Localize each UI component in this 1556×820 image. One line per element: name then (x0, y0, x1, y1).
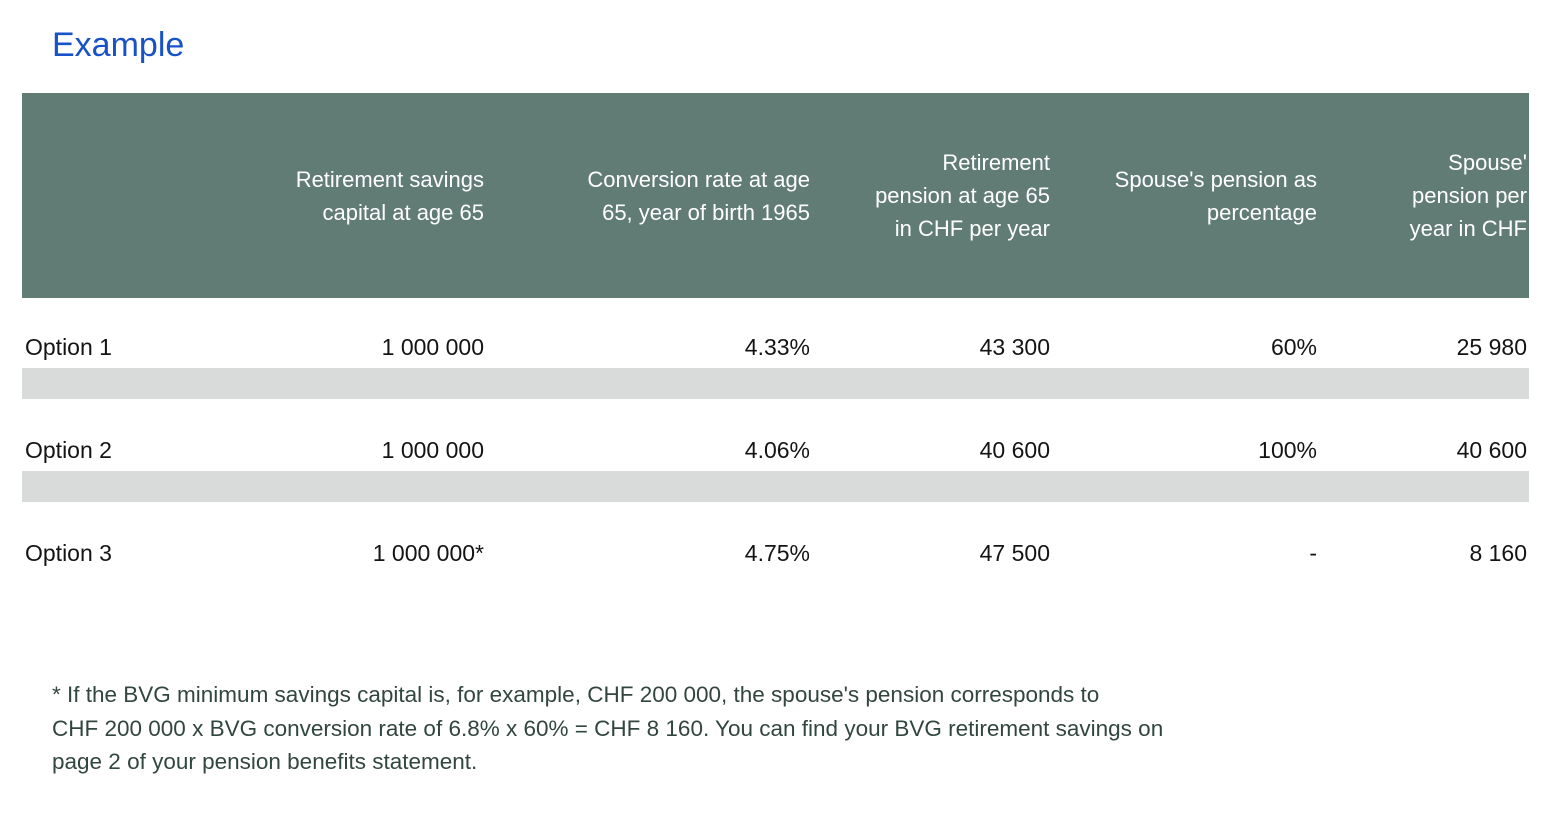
row-spacer (22, 368, 1529, 399)
capital-value: 1 000 000 (381, 334, 484, 360)
header-spouse-pension-per-year: Spouse' pension per year in CHF (1409, 150, 1527, 241)
header-conversion-rate: Conversion rate at age 65, year of birth… (587, 166, 810, 225)
spouse-percentage-value: 60% (1270, 334, 1317, 360)
spouse-pension-value: 8 160 (1469, 540, 1527, 566)
pension-value: 47 500 (979, 540, 1050, 566)
capital-value: 1 000 000 (381, 437, 484, 463)
table-header-row: Retirement savings capital at age 65 Con… (22, 93, 1529, 298)
option-label: Option 3 (25, 540, 112, 566)
bvg-footnote: * If the BVG minimum savings capital is,… (52, 682, 1164, 774)
conversion-rate-value: 4.06% (744, 437, 810, 463)
table-row-option-3: Option 3 1 000 000* 4.75% 47 500 - 8 160 (22, 502, 1529, 566)
capital-value: 1 000 000* (372, 540, 484, 566)
spouse-pension-value: 25 980 (1456, 334, 1527, 360)
spouse-percentage-value: 100% (1258, 437, 1317, 463)
pension-value: 43 300 (979, 334, 1050, 360)
table-row-option-2: Option 2 1 000 000 4.06% 40 600 100% 40 … (22, 399, 1529, 463)
conversion-rate-value: 4.33% (744, 334, 810, 360)
spouse-percentage-value: - (1309, 540, 1317, 566)
option-label: Option 1 (25, 334, 112, 360)
header-spouse-pension-percentage: Spouse's pension as percentage (1114, 166, 1317, 225)
header-retirement-savings-capital: Retirement savings capital at age 65 (295, 166, 484, 225)
pension-example-table: Retirement savings capital at age 65 Con… (22, 93, 1529, 566)
table-row-option-1: Option 1 1 000 000 4.33% 43 300 60% 25 9… (22, 298, 1529, 360)
option-label: Option 2 (25, 437, 112, 463)
conversion-rate-value: 4.75% (744, 540, 810, 566)
row-spacer (22, 471, 1529, 502)
header-retirement-pension: Retirement pension at age 65 in CHF per … (875, 150, 1050, 241)
page-title: Example (52, 26, 185, 64)
spouse-pension-value: 40 600 (1456, 437, 1527, 463)
pension-value: 40 600 (979, 437, 1050, 463)
